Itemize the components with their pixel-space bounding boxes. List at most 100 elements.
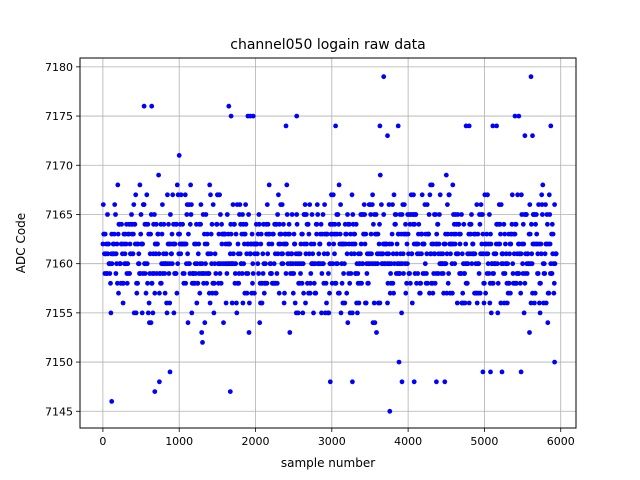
- data-point: [245, 271, 251, 276]
- data-point: [399, 212, 405, 217]
- data-point: [221, 320, 226, 326]
- data-point: [421, 241, 427, 247]
- data-point: [413, 212, 419, 217]
- outlier-point: [250, 113, 256, 119]
- data-point: [138, 212, 144, 217]
- y-axis-ticks: 7145 7150 7155 7160 7165 7170 7175 7180: [45, 61, 80, 418]
- data-point: [498, 231, 503, 237]
- data-point: [326, 310, 332, 316]
- data-point: [156, 172, 162, 178]
- outlier-point: [157, 379, 162, 385]
- data-point: [521, 310, 527, 316]
- data-point: [386, 202, 392, 208]
- data-point: [445, 231, 451, 237]
- data-point: [217, 271, 223, 276]
- outlier-point: [466, 123, 472, 129]
- outlier-point: [333, 123, 338, 129]
- data-point: [210, 202, 216, 208]
- data-point: [516, 271, 522, 276]
- data-point: [193, 271, 199, 276]
- data-point: [207, 300, 213, 306]
- data-point: [405, 231, 411, 237]
- data-point: [217, 192, 223, 198]
- data-point: [345, 320, 351, 326]
- data-point: [381, 212, 387, 217]
- data-point: [131, 231, 136, 237]
- data-point: [435, 221, 441, 227]
- data-point: [353, 221, 359, 227]
- data-point: [307, 290, 313, 296]
- outlier-point: [528, 74, 534, 80]
- data-point: [277, 241, 283, 247]
- data-point: [100, 241, 106, 247]
- outlier-point: [283, 123, 289, 129]
- data-point: [505, 261, 511, 267]
- data-point: [292, 241, 298, 247]
- outlier-point: [294, 113, 300, 119]
- data-point: [338, 310, 344, 316]
- data-point: [529, 251, 535, 257]
- outlier-point: [548, 123, 554, 129]
- data-point: [125, 261, 131, 267]
- data-point: [306, 231, 312, 237]
- data-point: [533, 212, 539, 217]
- data-point: [465, 261, 471, 267]
- data-point: [391, 192, 397, 198]
- data-point: [342, 261, 347, 267]
- data-point: [237, 251, 243, 257]
- data-point: [550, 231, 556, 237]
- data-point: [282, 290, 287, 296]
- data-point: [468, 231, 474, 237]
- data-point: [211, 280, 217, 286]
- data-point: [195, 251, 201, 257]
- data-point: [459, 212, 464, 217]
- data-point: [448, 251, 453, 257]
- data-point: [321, 261, 326, 267]
- y-tick-label: 7165: [45, 208, 73, 221]
- data-point: [295, 310, 301, 316]
- data-point: [275, 212, 280, 217]
- data-point: [234, 300, 239, 306]
- data-point: [444, 251, 450, 257]
- data-point: [469, 212, 474, 217]
- data-point: [204, 280, 210, 286]
- y-tick-label: 7175: [45, 110, 73, 123]
- data-point: [475, 231, 481, 237]
- data-point: [271, 231, 276, 237]
- data-point: [237, 202, 243, 208]
- data-point: [325, 251, 330, 257]
- outlier-point: [149, 103, 155, 109]
- data-point: [169, 261, 175, 267]
- data-point: [300, 310, 306, 316]
- data-point: [200, 340, 205, 345]
- data-point: [108, 280, 113, 286]
- data-point: [264, 280, 270, 286]
- data-point: [302, 202, 308, 208]
- y-tick-label: 7180: [45, 61, 73, 74]
- data-point: [359, 280, 364, 286]
- data-point: [163, 251, 169, 257]
- data-point: [459, 251, 465, 257]
- data-point: [372, 320, 378, 326]
- data-point: [283, 271, 289, 276]
- x-axis-label: sample number: [281, 456, 375, 470]
- data-point: [167, 300, 173, 306]
- data-point: [478, 202, 484, 208]
- data-point: [528, 300, 534, 306]
- data-point: [265, 221, 271, 227]
- data-point: [260, 271, 266, 276]
- data-point: [362, 241, 368, 247]
- data-point: [509, 221, 515, 227]
- outlier-point: [516, 113, 522, 119]
- data-point: [344, 290, 350, 296]
- data-point: [185, 320, 191, 326]
- data-point: [415, 271, 421, 276]
- data-point: [462, 271, 467, 276]
- data-point: [488, 231, 493, 237]
- data-point: [490, 280, 496, 286]
- data-point: [460, 290, 466, 296]
- data-point: [300, 231, 305, 237]
- data-point: [408, 280, 413, 286]
- data-point: [189, 310, 195, 316]
- data-point: [547, 212, 553, 217]
